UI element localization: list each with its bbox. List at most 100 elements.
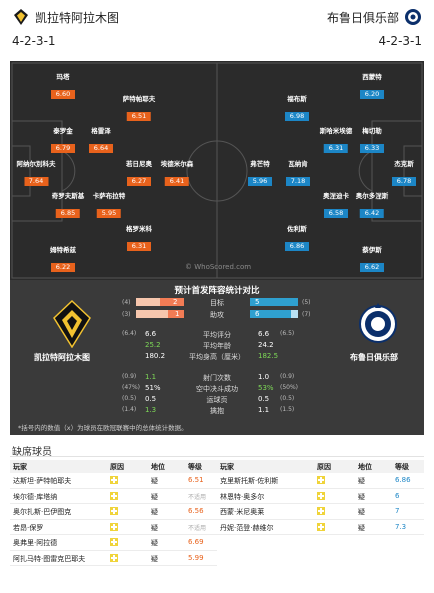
home-player[interactable]: 姆特希兹 6.22	[50, 246, 76, 273]
home-player[interactable]: 格雷泽 6.64	[89, 127, 113, 154]
missing-player-name[interactable]: 奥弗里·阿拉德	[13, 539, 58, 547]
missing-player-status: 疑	[151, 554, 158, 563]
stat-label: 平均身高（厘米）	[189, 353, 245, 361]
col-reason: 原因	[317, 463, 331, 471]
player-name: 萨特帕耶夫	[122, 95, 156, 103]
player-name: 弗芒特	[250, 160, 270, 168]
player-rating: 6.31	[324, 144, 348, 153]
missing-player-name[interactable]: 丹妮·范登·赫维尔	[220, 523, 274, 532]
assists-label: 助攻	[210, 311, 224, 319]
player-name: 格罗米科	[126, 225, 152, 233]
home-player[interactable]: 埃德米尔森 6.41	[160, 160, 194, 187]
missing-player-status: 疑	[151, 508, 158, 516]
home-player[interactable]: 格罗米科 6.31	[126, 225, 152, 252]
home-player[interactable]: 玛塔 6.60	[51, 73, 75, 100]
missing-player-rating: 6.69	[188, 538, 204, 546]
home-player[interactable]: 奇罗夫斯基 6.85	[51, 192, 85, 219]
stats-footnote: *括号内的数值（x）为球员在欧冠联赛中的总体统计数据。	[18, 424, 188, 432]
table-row[interactable]: 若昂·保罗 疑 不适用	[10, 520, 217, 535]
table-row[interactable]: 西蒙·米尼奥莱 疑 7	[217, 504, 424, 520]
goals-home-prev: (4)	[122, 299, 131, 306]
missing-player-status: 疑	[151, 492, 158, 501]
player-rating: 6.33	[360, 144, 384, 153]
home-player[interactable]: 泰罗金 6.79	[51, 127, 75, 154]
missing-player-name[interactable]: 若昂·保罗	[13, 523, 44, 532]
assists-away-bar	[250, 310, 291, 318]
player-rating: 7.18	[286, 177, 310, 186]
player-name: 西蒙特	[362, 73, 382, 81]
missing-player-status: 疑	[358, 523, 365, 532]
stat-home-value: 51%	[145, 384, 161, 392]
table-row[interactable]: 林恩特·奥多尔 疑 6	[217, 489, 424, 504]
stat-label: 空中决斗成功	[196, 385, 238, 393]
missing-player-name[interactable]: 达斯坦·萨特帕耶夫	[13, 477, 72, 485]
player-rating: 6.78	[392, 177, 416, 186]
away-team-header[interactable]: 布鲁日俱乐部	[327, 8, 422, 26]
player-name: 福布斯	[287, 95, 307, 103]
stat-home-value: 25.2	[145, 341, 161, 349]
away-player[interactable]: 蔡伊斯 6.62	[360, 246, 384, 273]
stat-home-value: 180.2	[145, 352, 166, 360]
away-team-name: 布鲁日俱乐部	[350, 353, 398, 362]
away-player[interactable]: 西蒙特 6.20	[360, 73, 384, 100]
away-player[interactable]: 瓦纳肯 7.18	[286, 160, 310, 187]
stat-home-value: 0.5	[145, 395, 157, 403]
home-player[interactable]: 萨特帕耶夫 6.51	[122, 95, 156, 122]
home-player[interactable]: 阿纳尔別科夫 7.64	[17, 160, 56, 187]
missing-player-name[interactable]: 阿扎马特·图雷克巴耶夫	[13, 554, 86, 563]
home-team-header[interactable]: 凯拉特阿拉木图	[12, 8, 119, 26]
table-row[interactable]: 奥弗里·阿拉德 疑 6.69	[10, 535, 217, 551]
player-name: 阿纳尔別科夫	[16, 160, 56, 168]
away-player[interactable]: 杰克斯 6.78	[392, 160, 416, 187]
assists-away-prev: (7)	[302, 311, 311, 318]
missing-players-title: 缺席球员	[12, 447, 52, 458]
away-player[interactable]: 梅切勒 6.33	[360, 127, 384, 154]
player-name: 埃德米尔森	[160, 160, 194, 168]
away-player[interactable]: 弗芒特 5.96	[248, 160, 272, 187]
assists-away-value: 6	[255, 310, 260, 318]
away-player[interactable]: 斯哈米埃德 6.31	[320, 127, 352, 154]
stat-away-value: 1.1	[258, 406, 270, 414]
away-player[interactable]: 佐利斯 6.86	[285, 225, 309, 252]
injury-icon	[110, 507, 118, 517]
assists-home-bar-track	[136, 310, 184, 318]
away-missing-table: 玩家 原因 地位 等级 克里斯托斯·佐利斯疑 6.86 林恩特·奥多尔疑 6 西蒙·米尼…	[217, 460, 424, 535]
missing-player-name[interactable]: 林恩特·奥多尔	[220, 492, 265, 501]
away-player[interactable]: 奥尔多涅斯 6.42	[356, 192, 388, 219]
col-position: 地位	[358, 463, 372, 471]
away-player[interactable]: 奥涅迪卡 6.58	[323, 192, 349, 219]
player-rating: 6.27	[127, 177, 151, 186]
table-row[interactable]: 丹妮·范登·赫维尔 疑 7.3	[217, 520, 424, 535]
player-rating: 6.60	[51, 90, 75, 99]
injury-icon	[110, 553, 118, 564]
missing-player-status: 疑	[358, 492, 365, 501]
missing-player-rating: 7.3	[395, 522, 407, 531]
home-player[interactable]: 若日尼奥 6.27	[126, 160, 152, 187]
missing-player-rating: 6	[395, 491, 400, 500]
watermark: © WhoScored.com	[185, 263, 252, 271]
home-player[interactable]: 卡萨布拉特 5.95	[93, 192, 125, 219]
table-row[interactable]: 达斯坦·萨特帕耶夫 疑 6.51	[10, 473, 217, 489]
missing-player-name[interactable]: 西蒙·米尼奥莱	[220, 508, 265, 516]
injury-icon	[317, 491, 325, 502]
table-row[interactable]: 克里斯托斯·佐利斯 疑 6.86	[217, 473, 424, 489]
missing-player-name[interactable]: 奥尔扎斯·巴伊图克	[13, 508, 72, 516]
missing-player-name[interactable]: 克里斯托斯·佐利斯	[220, 477, 279, 485]
player-name: 姆特希兹	[50, 246, 76, 254]
player-name: 奇罗夫斯基	[51, 192, 85, 200]
table-row[interactable]: 阿扎马特·图雷克巴耶夫 疑 5.99	[10, 551, 217, 566]
player-rating: 6.42	[360, 209, 384, 218]
missing-player-name[interactable]: 埃尔德·库塔纳	[13, 492, 58, 501]
away-player[interactable]: 福布斯 6.98	[285, 95, 309, 122]
stat-away-prev: (6.5)	[280, 330, 295, 337]
assists-home-value: 1	[175, 310, 180, 318]
player-name: 奥涅迪卡	[323, 192, 349, 200]
home-team-name: 凯拉特阿拉木图	[34, 353, 90, 362]
goals-home-value: 2	[173, 298, 178, 306]
missing-player-status: 疑	[151, 539, 158, 547]
table-row[interactable]: 奥尔扎斯·巴伊图克 疑 6.56	[10, 504, 217, 520]
club-brugge-crest-icon	[359, 303, 397, 343]
stats-comparison-panel: 预计首发阵容统计对比 凯拉特阿拉木图 布鲁日俱乐部 (4) 2 目标 5 (5)…	[10, 280, 424, 435]
table-row[interactable]: 埃尔德·库塔纳 疑 不适用	[10, 489, 217, 504]
player-name: 蔡伊斯	[362, 246, 382, 254]
